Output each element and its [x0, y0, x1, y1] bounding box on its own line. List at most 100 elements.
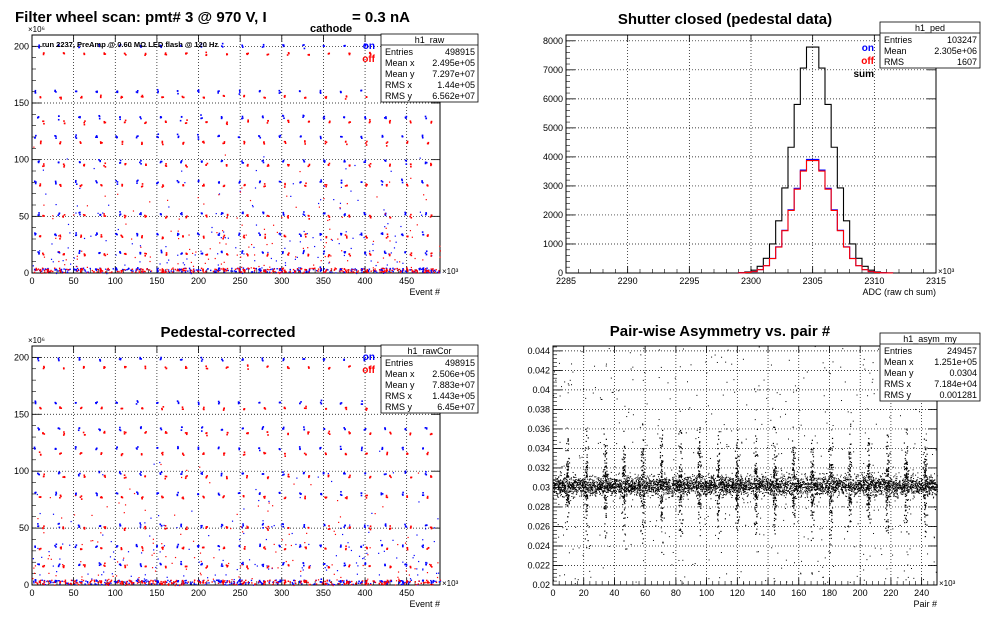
data-point-on [220, 237, 222, 239]
data-point-on [328, 579, 331, 581]
data-point [810, 481, 812, 483]
data-point-on [363, 359, 366, 361]
data-point-off [368, 164, 371, 166]
data-point-on [360, 268, 363, 270]
data-point-on [159, 115, 162, 118]
data-point-on [157, 91, 159, 94]
data-point-off [333, 530, 335, 532]
data-point-off [268, 582, 271, 585]
data-point-off [332, 584, 334, 587]
data-point-on [369, 250, 371, 252]
data-point-on [95, 269, 98, 271]
data-point-on [241, 427, 244, 430]
stats-row-label: RMS x [385, 80, 413, 90]
data-point-on [251, 204, 254, 207]
data-point-off [125, 54, 127, 56]
data-point-off [406, 270, 409, 273]
data-point-on [197, 401, 200, 404]
data-point-on [94, 268, 97, 270]
data-point-on [299, 496, 301, 499]
data-point-off [164, 581, 166, 584]
data-point-off [242, 494, 245, 497]
data-point-on [303, 230, 305, 233]
data-point [762, 475, 764, 477]
data-point-off [305, 580, 308, 582]
data-point-off [59, 141, 62, 143]
data-point-on [57, 115, 60, 117]
y-tick-label: 0.026 [527, 521, 550, 531]
data-point-off [341, 579, 344, 582]
data-point-on [343, 471, 346, 474]
data-point [639, 485, 641, 487]
data-point-on [329, 271, 331, 273]
data-point-off [345, 408, 348, 411]
data-point [618, 489, 620, 491]
data-point [720, 493, 722, 495]
data-point-on [156, 401, 159, 404]
data-point-on [345, 231, 347, 233]
data-point-on [242, 358, 244, 360]
data-point-on [263, 156, 265, 158]
data-point-off [202, 581, 204, 584]
data-point-on [435, 580, 437, 583]
data-point-off [39, 268, 42, 271]
data-point-on [261, 427, 264, 429]
data-point-on [339, 493, 342, 496]
data-point-off [406, 546, 409, 549]
data-point-on [407, 583, 410, 585]
data-point-on [402, 544, 404, 547]
data-point-off [104, 162, 107, 165]
data-point-on [279, 91, 282, 94]
data-point-off [272, 583, 274, 586]
data-point-on [159, 472, 162, 474]
data-point-on [233, 578, 235, 581]
data-point-off [274, 579, 276, 582]
data-point-off [266, 566, 269, 569]
data-point-on [254, 187, 257, 189]
data-point-on [319, 91, 322, 94]
data-point-off [384, 269, 386, 272]
data-point-off [124, 365, 126, 368]
data-point-on [180, 116, 183, 118]
data-point-off [221, 230, 224, 232]
x-tick-label: 300 [274, 588, 289, 598]
data-point-on [404, 523, 406, 526]
data-point-off [409, 566, 412, 569]
data-point-off [226, 433, 228, 436]
data-point-off [326, 579, 328, 581]
data-point-on [94, 583, 96, 585]
data-point-off [383, 581, 385, 583]
data-point-on [184, 182, 186, 184]
data-point-on [75, 270, 78, 272]
stats-row-label: RMS x [385, 391, 413, 401]
data-point-on [82, 267, 85, 269]
data-point [836, 474, 838, 476]
data-point-off [161, 268, 164, 270]
data-point-off [348, 271, 350, 273]
data-point-off [160, 580, 162, 583]
data-point-on [236, 581, 239, 583]
data-point-on [381, 183, 383, 186]
data-point-off [38, 451, 41, 453]
data-point-off [170, 582, 173, 584]
data-point-off [42, 53, 45, 56]
histogram-on [738, 158, 894, 274]
data-point-on [78, 161, 81, 164]
data-point [861, 472, 863, 474]
data-point-off [101, 141, 103, 144]
data-point-on [160, 427, 162, 430]
data-point-on [405, 526, 408, 528]
data-point [561, 489, 563, 491]
data-point-on [425, 269, 427, 271]
data-point-on [49, 580, 51, 582]
data-point-on [255, 224, 258, 226]
data-point-off [131, 271, 133, 273]
data-point-on [220, 525, 223, 528]
data-point-off [191, 252, 194, 255]
data-point-off [62, 434, 65, 436]
data-point-off [287, 580, 290, 582]
data-point-on [302, 44, 304, 47]
data-point-off [330, 268, 333, 270]
data-point-off [369, 367, 372, 370]
data-point-off [328, 261, 331, 263]
